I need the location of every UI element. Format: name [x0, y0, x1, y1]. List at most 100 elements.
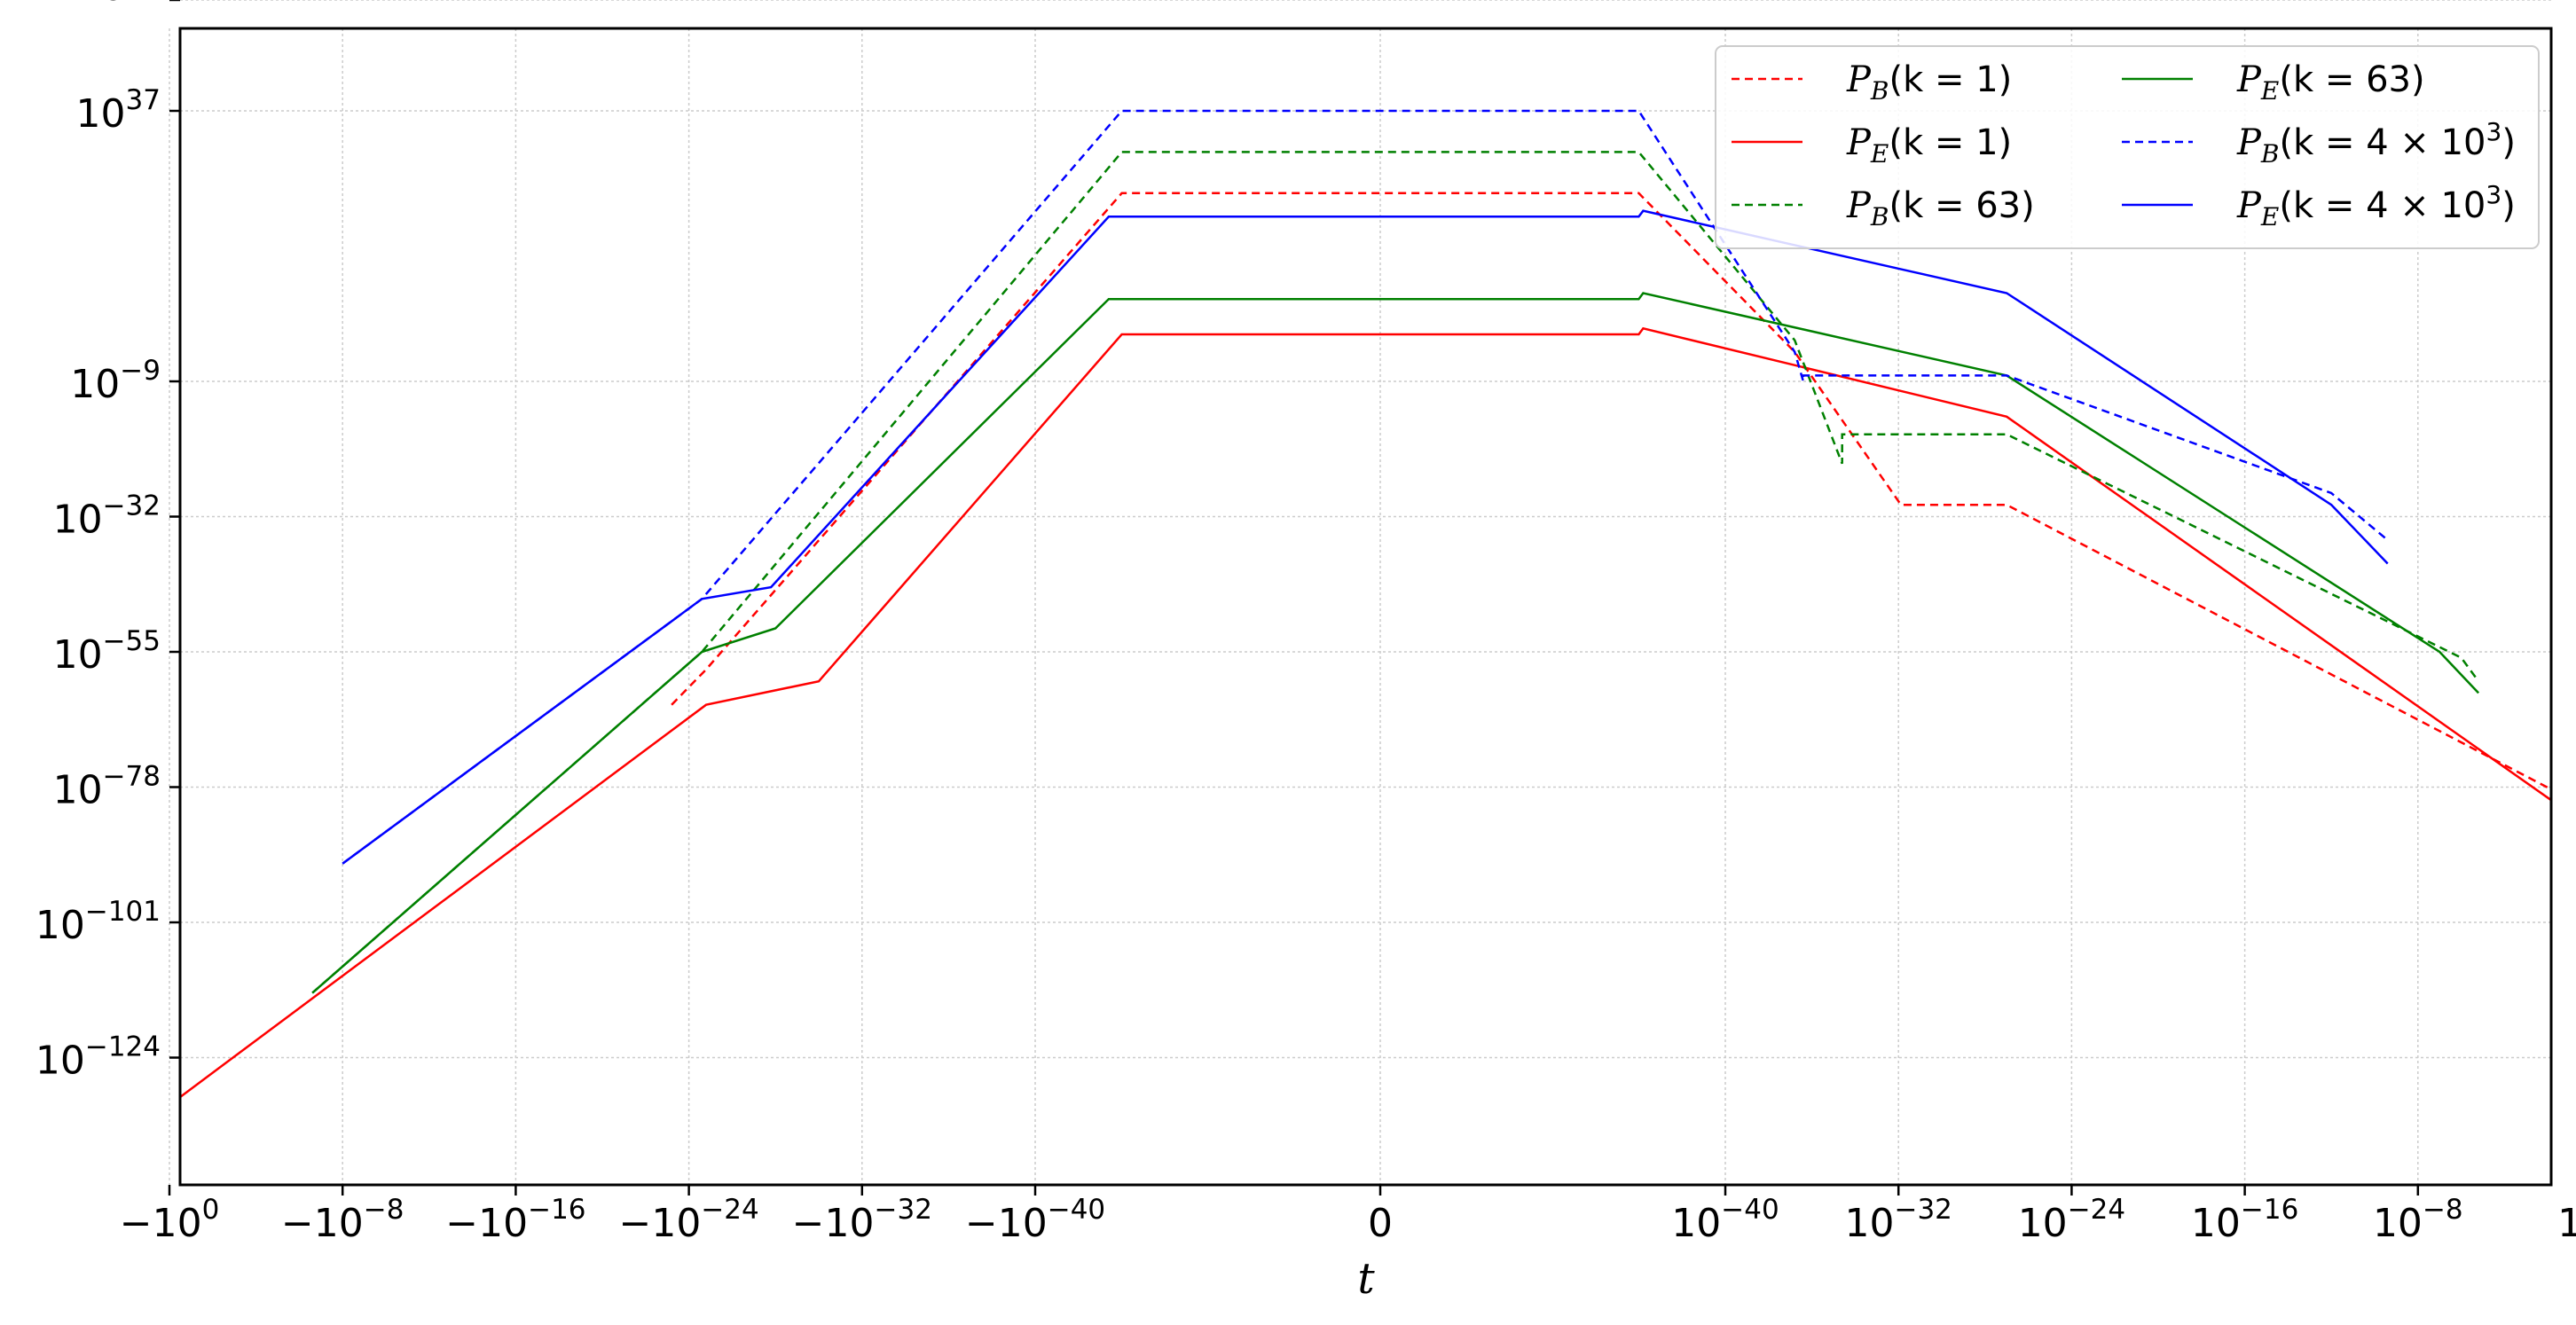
x-tick-label-exp: −24	[701, 1194, 758, 1226]
x-tick-label-base: 10	[1844, 1201, 1894, 1246]
x-tick-label: −10−32	[792, 1194, 932, 1246]
legend-label-var: P	[2236, 59, 2262, 100]
legend-label-arg: (k = 4 × 10	[2279, 185, 2486, 226]
legend-label-sub: B	[1870, 76, 1889, 106]
x-tick-label-exp: −40	[1721, 1194, 1779, 1226]
x-tick-label-base: 10	[2018, 1201, 2068, 1246]
y-tick-label-base: 10	[35, 903, 85, 948]
series-line	[180, 326, 2551, 1099]
series-line	[342, 109, 2389, 865]
legend-label: PE(k = 4 × 103)	[2236, 180, 2516, 231]
series-line	[342, 209, 2389, 865]
y-tick-label-base: 10	[76, 91, 126, 137]
legend-label-arg: (k = 1)	[1889, 122, 2012, 163]
x-tick-label-base: −10	[281, 1201, 364, 1246]
x-tick-label-base: 10	[2557, 1201, 2576, 1246]
x-tick-label-base: 10	[2191, 1201, 2241, 1246]
x-tick-label: 10−8	[2373, 1194, 2463, 1246]
series-layer	[180, 109, 2551, 1099]
legend-label-arg: (k = 63)	[1889, 185, 2035, 226]
x-tick-label: 0	[1368, 1201, 1393, 1246]
x-tick-label-exp: −40	[1048, 1194, 1105, 1226]
legend: PB(k = 1)PE(k = 1)PB(k = 63)PE(k = 63)PB…	[1715, 45, 2540, 249]
y-tick-label-base: 10	[53, 768, 103, 813]
legend-label: PE(k = 1)	[1846, 122, 2012, 169]
legend-box	[1715, 45, 2540, 249]
x-tick-label-base: −10	[445, 1201, 528, 1246]
x-tick-label-base: 10	[1671, 1201, 1721, 1246]
legend-label: PE(k = 63)	[2236, 59, 2425, 106]
x-tick-label-base: −10	[965, 1201, 1048, 1246]
y-tick-label-base: 10	[35, 1039, 85, 1084]
legend-label-var: P	[2236, 122, 2262, 163]
y-tick-label-exp: 37	[126, 84, 161, 116]
x-tick-label-base: −10	[792, 1201, 875, 1246]
x-tick-label: 10−16	[2191, 1194, 2298, 1246]
x-tick-label: −10−40	[965, 1194, 1105, 1246]
y-tick-label: 10−78	[53, 761, 161, 813]
y-tick-label: 10−124	[35, 1031, 161, 1084]
legend-label-arg: (k = 4 × 10	[2280, 122, 2486, 163]
legend-label-arg: (k = 63)	[2279, 59, 2424, 100]
x-tick-label-exp: −32	[1894, 1194, 1952, 1226]
y-tick-label-exp: −32	[103, 490, 161, 522]
x-tick-label: 100	[2557, 1194, 2576, 1246]
legend-label-var: P	[1846, 122, 1872, 163]
x-tick-label-exp: −16	[2241, 1194, 2298, 1226]
y-tick-label-base: 10	[53, 498, 103, 543]
y-tick-label: 10−101	[35, 896, 161, 948]
legend-label-sup: 3	[2486, 180, 2501, 209]
x-tick-label: −10−16	[445, 1194, 585, 1246]
x-tick-label-base: 0	[1368, 1201, 1393, 1246]
x-axis: −100 −10−8 −10−16 −10−24 −10−32 −10−40 0 10−40 1…	[120, 1185, 2576, 1246]
legend-label-sub: B	[1870, 202, 1889, 231]
legend-label-arg: (k = 1)	[1889, 59, 2013, 100]
y-tick-label-base: 10	[76, 0, 126, 10]
x-tick-label-base: −10	[120, 1201, 202, 1246]
plot-frame	[178, 27, 2553, 1187]
x-tick-label: −100	[120, 1194, 220, 1246]
legend-label-sub: B	[2260, 139, 2280, 169]
y-tick-label-exp: −9	[120, 355, 161, 387]
x-tick-label-exp: −8	[2423, 1194, 2463, 1226]
x-tick-label-exp: −24	[2068, 1194, 2125, 1226]
x-tick-label-exp: 0	[202, 1194, 220, 1226]
y-tick-label-base: 10	[53, 632, 103, 678]
y-tick-label-exp: −101	[85, 896, 161, 928]
x-tick-label: −10−8	[281, 1194, 404, 1246]
y-tick-label-exp: −124	[85, 1031, 161, 1063]
x-tick-label: −10−24	[618, 1194, 758, 1246]
y-tick-label: 10−9	[70, 355, 161, 407]
legend-label-sub: E	[2260, 202, 2279, 231]
legend-label-var: P	[1846, 185, 1872, 226]
series-line	[311, 292, 2480, 994]
y-tick-label-base: 10	[70, 362, 120, 407]
x-tick-label: 10−40	[1671, 1194, 1779, 1246]
legend-label: PB(k = 63)	[1846, 185, 2035, 231]
legend-label: PB(k = 4 × 103)	[2236, 117, 2516, 169]
x-tick-label-exp: −16	[528, 1194, 585, 1226]
y-tick-label: 10−55	[53, 625, 161, 678]
series-line	[311, 151, 2480, 994]
legend-label: PB(k = 1)	[1846, 59, 2012, 106]
y-tick-label: 1014	[76, 0, 161, 10]
y-tick-label: 1037	[76, 84, 161, 137]
legend-label-sub: E	[1870, 139, 1889, 169]
y-tick-label-exp: −55	[103, 625, 161, 657]
x-tick-label-exp: −8	[364, 1194, 404, 1226]
y-tick-label-exp: −78	[103, 761, 161, 793]
legend-label-close: )	[2501, 185, 2516, 226]
x-axis-title: t	[1357, 1254, 1375, 1304]
x-tick-label-base: 10	[2373, 1201, 2423, 1246]
x-tick-label: 10−24	[2018, 1194, 2125, 1246]
x-tick-label-base: −10	[618, 1201, 701, 1246]
legend-label-sup: 3	[2486, 117, 2502, 146]
legend-label-var: P	[2236, 185, 2262, 226]
legend-label-var: P	[1846, 59, 1872, 100]
x-tick-label: 10−32	[1844, 1194, 1952, 1246]
y-tick-label: 10−32	[53, 490, 161, 543]
series-line	[671, 192, 2551, 791]
legend-label-sub: E	[2260, 76, 2279, 106]
